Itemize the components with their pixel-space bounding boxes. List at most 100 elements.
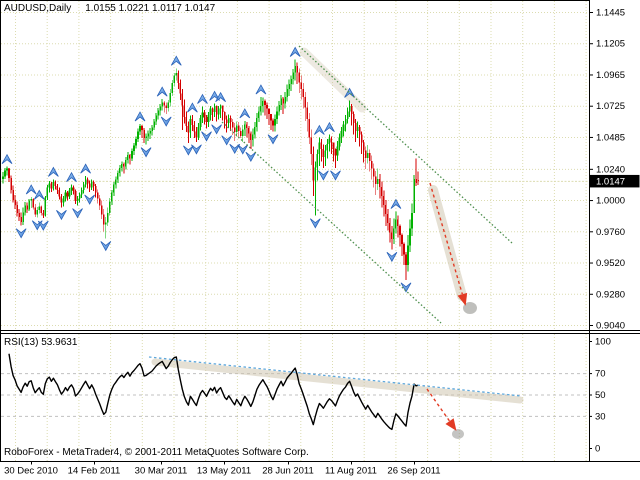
rsi-curve <box>8 353 419 431</box>
fractal-down-icon <box>330 170 341 181</box>
candle-body <box>389 223 391 233</box>
candle-body <box>191 119 194 125</box>
candle-body <box>16 205 18 213</box>
candle-body <box>320 142 323 150</box>
candle-body <box>115 179 117 185</box>
candle-body <box>64 192 67 199</box>
candle-body <box>159 106 161 111</box>
candle-body <box>274 119 276 126</box>
candle-body <box>381 186 383 196</box>
time-axis-label: 30 Mar 2011 <box>135 466 188 477</box>
candle-body <box>207 115 210 123</box>
time-axis-label: 28 Jun 2011 <box>262 466 314 477</box>
candle-body <box>284 96 286 104</box>
candle-body <box>203 112 206 118</box>
candle-body <box>393 228 395 239</box>
candle-body <box>383 195 385 206</box>
fractal-up-icon <box>33 189 45 200</box>
lower-channel-line[interactable] <box>221 121 442 324</box>
candle-body <box>413 178 415 213</box>
upper-channel-line[interactable] <box>298 45 513 244</box>
candle-body <box>248 128 250 134</box>
candle-body <box>98 198 101 206</box>
candle-body <box>2 176 4 180</box>
candle-body <box>183 105 186 118</box>
fractal-down-icon <box>229 143 241 155</box>
candle-body <box>157 110 159 116</box>
fractal-down-icon <box>400 282 412 293</box>
candle-body <box>86 179 89 184</box>
candle-body <box>334 149 337 156</box>
candle-body <box>399 225 401 235</box>
candle-body <box>123 163 125 167</box>
fractal-down-icon <box>211 124 222 135</box>
candle-body <box>304 96 307 108</box>
candle-body <box>395 219 397 229</box>
time-axis-label: 11 Aug 2011 <box>325 466 377 477</box>
rsi-axis-label: 50 <box>595 390 606 401</box>
candle-body <box>161 102 163 107</box>
candle-body <box>187 126 190 133</box>
candle-body <box>24 205 26 213</box>
candle-body <box>149 130 151 134</box>
candle-body <box>370 160 373 169</box>
candle-body <box>70 187 73 191</box>
candle-body <box>209 108 212 116</box>
candle-body <box>239 130 242 137</box>
fractal-down-icon <box>100 241 112 252</box>
candle-body <box>352 113 355 124</box>
candle-body <box>171 83 174 94</box>
fractal-down-icon <box>84 194 95 205</box>
candle-body <box>308 119 311 138</box>
candle-body <box>147 133 149 137</box>
candle-body <box>111 192 113 202</box>
candle-body <box>167 102 170 108</box>
candle-body <box>411 212 413 229</box>
candle-body <box>32 199 35 208</box>
candle-body <box>181 93 184 106</box>
candle-body <box>358 126 361 135</box>
price-axis-label: 0.9280 <box>596 289 625 300</box>
fractal-down-icon <box>245 151 257 162</box>
candle-body <box>326 143 329 151</box>
candle-body <box>197 126 200 138</box>
candle-body <box>296 65 298 73</box>
candle-body <box>151 127 153 131</box>
candle-body <box>256 117 258 127</box>
candle-body <box>104 222 107 225</box>
candle-body <box>60 196 63 203</box>
fractal-up-icon <box>314 124 325 135</box>
candle-body <box>26 205 28 210</box>
candle-body <box>175 72 178 76</box>
candle-body <box>282 98 284 104</box>
candle-body <box>332 142 335 150</box>
candle-body <box>258 111 260 118</box>
shadow-blob <box>452 429 464 439</box>
price-axis-label: 0.9040 <box>596 321 625 332</box>
candle-body <box>14 199 16 206</box>
candle-body <box>143 130 145 138</box>
candle-body <box>298 72 301 83</box>
fractal-up-icon <box>156 86 168 97</box>
forecast-arrow-price[interactable] <box>429 182 463 295</box>
candle-body <box>290 78 292 84</box>
candle-body <box>246 124 248 129</box>
candle-body <box>338 137 341 147</box>
rsi-axis-label: 70 <box>595 369 606 380</box>
candle-body <box>74 191 77 202</box>
symbol-period-label: AUDUSD,Daily <box>4 3 72 14</box>
forecast-arrow-rsi[interactable] <box>426 388 451 422</box>
candle-body <box>397 219 399 226</box>
candle-body <box>92 182 95 187</box>
time-scale: 30 Dec 2010 14 Feb 2011 30 Mar 2011 13 May … <box>4 461 441 477</box>
candle-body <box>165 105 168 108</box>
candle-body <box>68 190 71 197</box>
rsi-trendline[interactable] <box>148 356 522 397</box>
candle-body <box>227 117 230 124</box>
candle-body <box>360 134 363 143</box>
fractal-up-icon <box>215 91 226 102</box>
candle-body <box>407 245 409 265</box>
candle-body <box>312 154 315 181</box>
candle-body <box>235 125 238 133</box>
